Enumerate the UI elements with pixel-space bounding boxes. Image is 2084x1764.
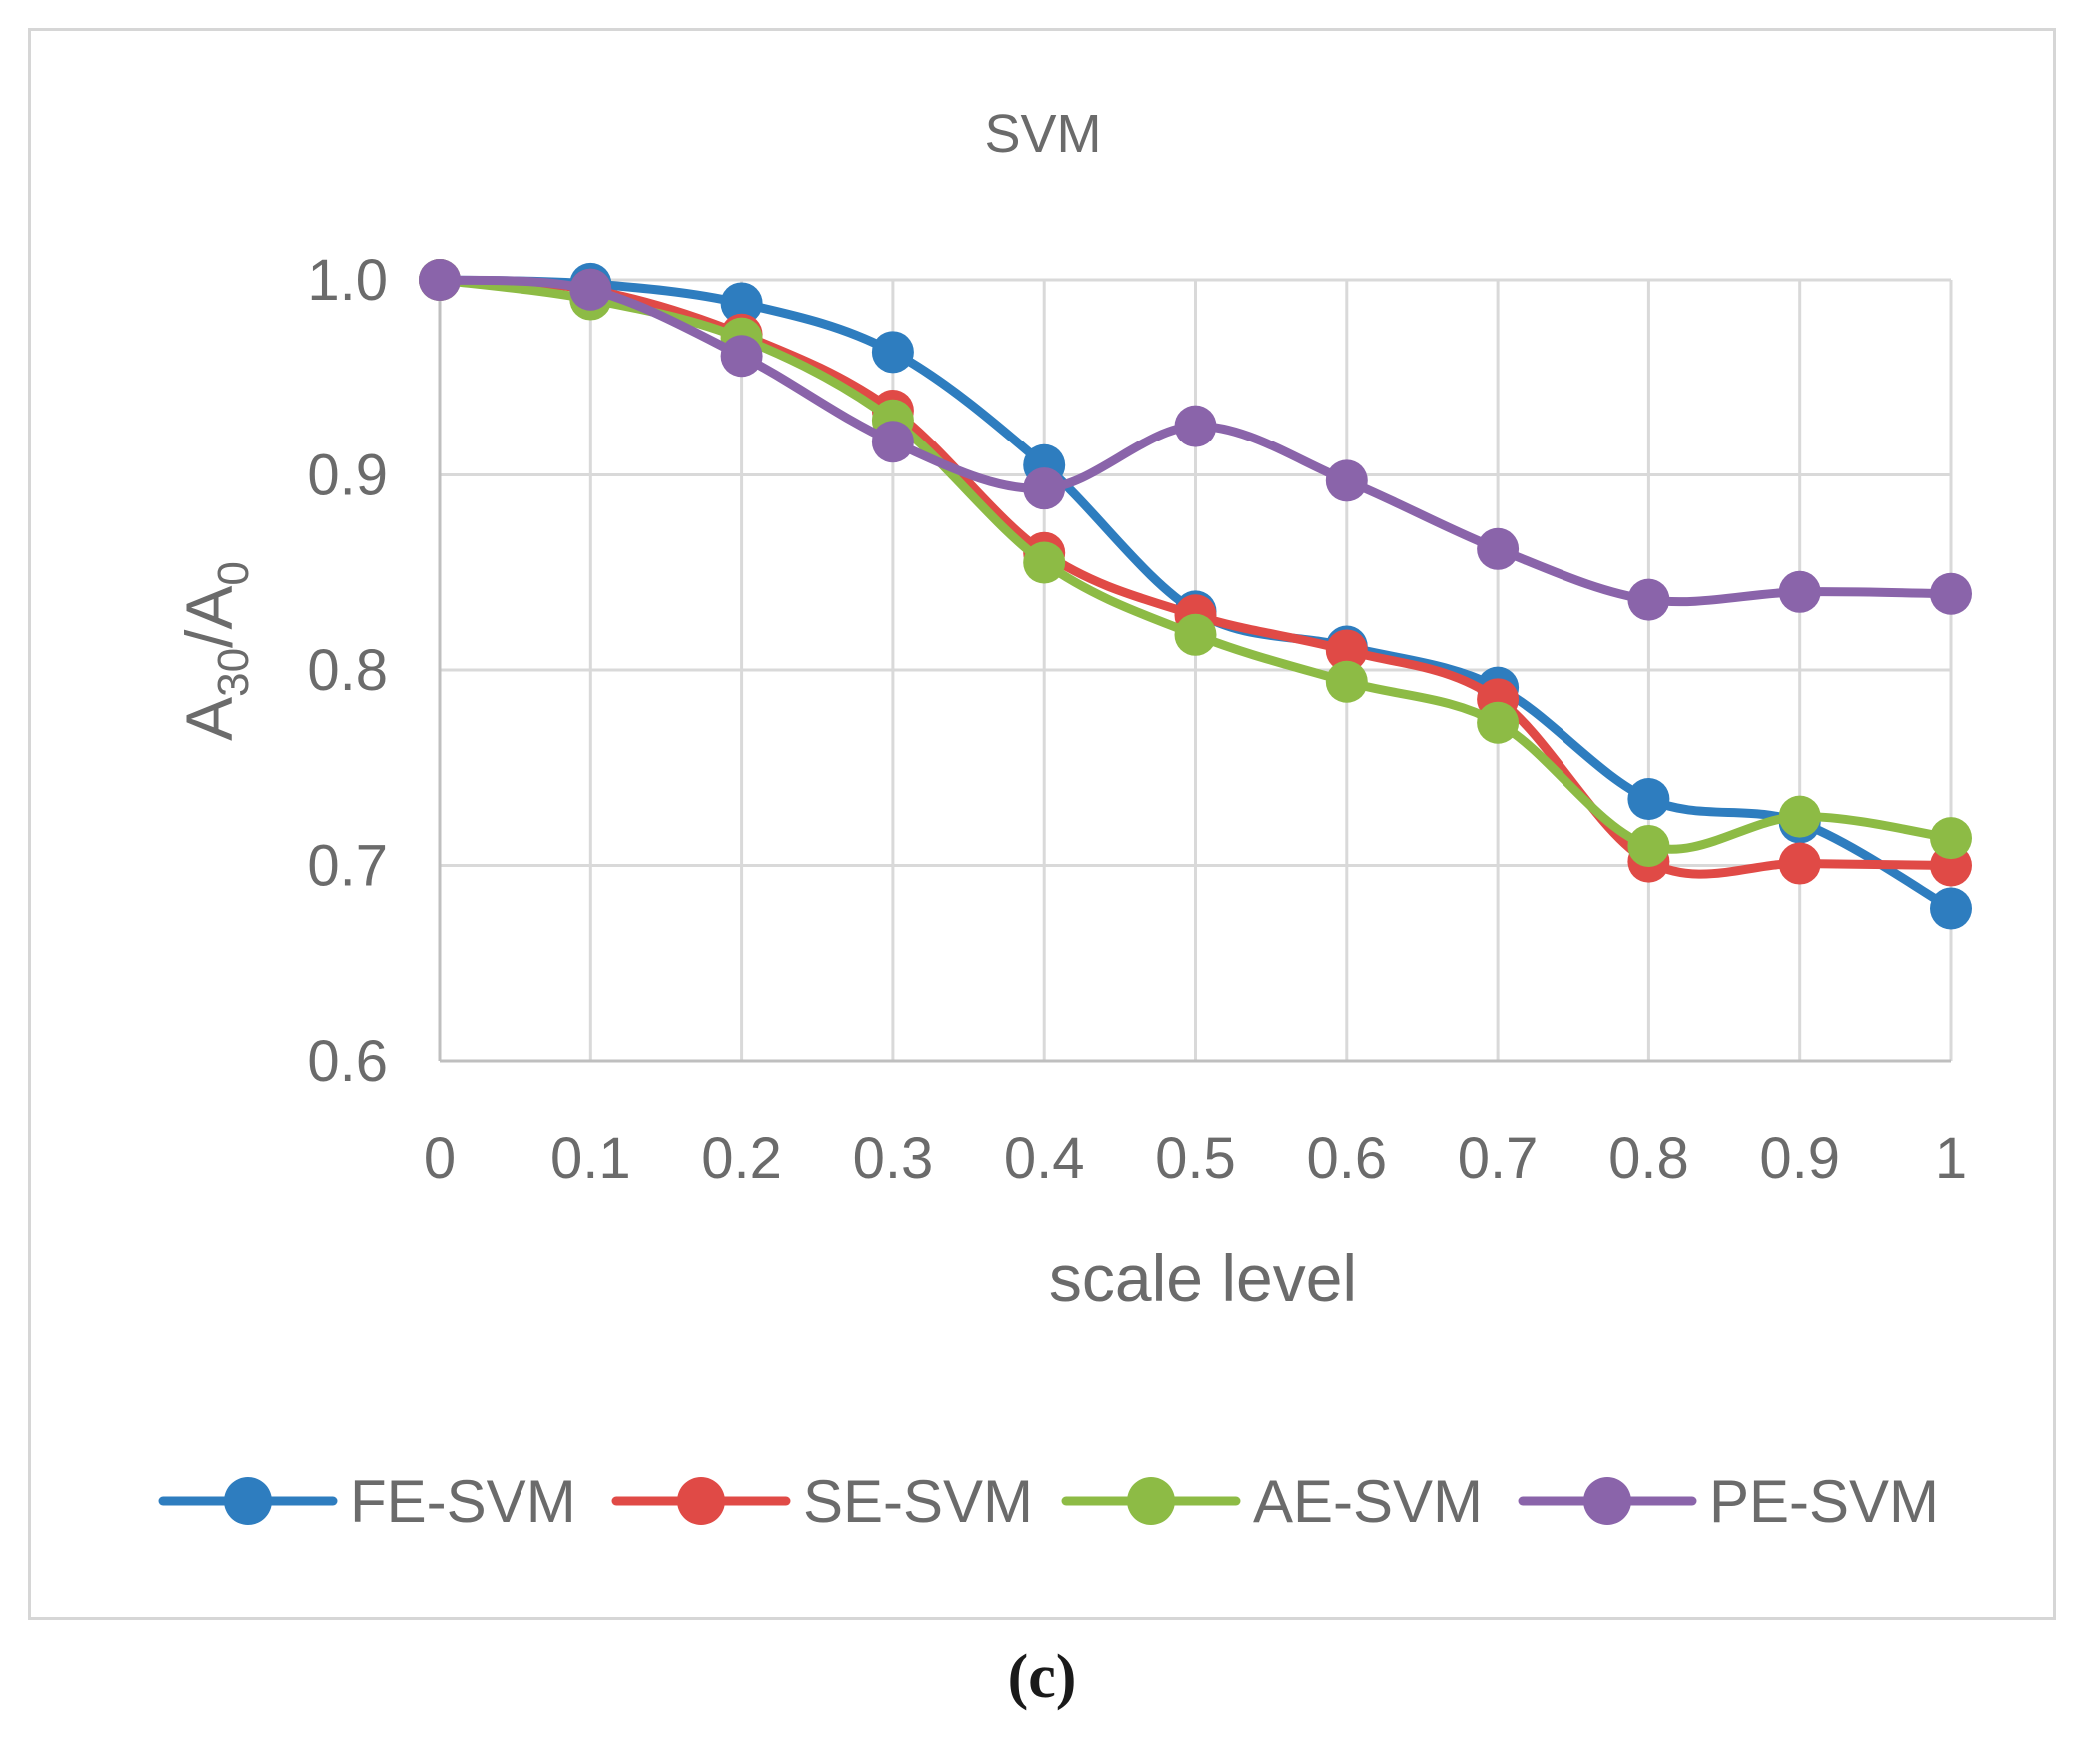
legend-label-se-svm: SE-SVM xyxy=(803,1468,1033,1535)
y-axis-label-base2: A xyxy=(172,586,246,630)
x-tick-label: 0.3 xyxy=(853,1126,934,1191)
data-point-ae-svm xyxy=(1174,613,1217,656)
legend-item-pe-svm: PE-SVM xyxy=(1518,1468,1939,1535)
grid xyxy=(440,278,1953,1061)
legend-marker-pe-svm xyxy=(1583,1477,1631,1525)
data-point-pe-svm xyxy=(1174,405,1217,447)
data-point-pe-svm xyxy=(1930,572,1972,615)
legend-marker-ae-svm xyxy=(1127,1477,1175,1525)
y-tick-label: 0.7 xyxy=(307,834,388,899)
data-point-ae-svm xyxy=(1778,795,1821,838)
y-tick-label: 0.9 xyxy=(307,443,388,508)
x-tick-label: 0.6 xyxy=(1306,1126,1387,1191)
data-point-se-svm xyxy=(1325,629,1368,672)
axes xyxy=(438,280,1951,1063)
data-point-se-svm xyxy=(1778,842,1821,885)
data-point-pe-svm xyxy=(1325,459,1368,502)
data-point-ae-svm xyxy=(1325,660,1368,703)
legend-item-fe-svm: FE-SVM xyxy=(158,1468,576,1535)
x-tick-label: 0.2 xyxy=(701,1126,782,1191)
data-point-pe-svm xyxy=(1023,467,1066,510)
legend-label-fe-svm: FE-SVM xyxy=(350,1468,576,1535)
x-tick-label: 0.4 xyxy=(1004,1126,1085,1191)
data-point-pe-svm xyxy=(1477,527,1520,570)
data-point-pe-svm xyxy=(720,335,763,378)
panel-label: (c) xyxy=(1007,1643,1077,1711)
x-tick-label: 0 xyxy=(424,1126,456,1191)
x-tick-label: 0.8 xyxy=(1608,1126,1689,1191)
y-axis-label: A30/A0 xyxy=(172,561,258,741)
x-tick-label: 0.1 xyxy=(550,1126,631,1191)
data-point-pe-svm xyxy=(569,268,612,311)
y-axis-label-sub-0: 0 xyxy=(209,561,258,585)
data-point-fe-svm xyxy=(720,282,763,325)
y-tick-label: 0.6 xyxy=(307,1029,388,1094)
data-point-pe-svm xyxy=(419,259,461,301)
legend-item-ae-svm: AE-SVM xyxy=(1061,1468,1483,1535)
y-axis-label-slash: / xyxy=(172,629,246,648)
legend-label-ae-svm: AE-SVM xyxy=(1253,1468,1483,1535)
data-point-pe-svm xyxy=(1778,570,1821,613)
tick-labels: 0.6 0.7 0.8 0.9 1.0 0 0.1 0.2 0.3 0.4 0.5 0.6 0.7 0.8… xyxy=(307,248,1967,1191)
data-point-pe-svm xyxy=(1627,578,1670,621)
y-axis-label-sub-30: 30 xyxy=(209,648,258,697)
data-point-fe-svm xyxy=(1930,887,1972,930)
x-tick-label: 0.9 xyxy=(1759,1126,1840,1191)
y-axis-label-base: A xyxy=(172,697,246,741)
x-tick-label: 0.5 xyxy=(1155,1126,1236,1191)
x-tick-label: 0.7 xyxy=(1458,1126,1539,1191)
legend-marker-fe-svm xyxy=(224,1477,272,1525)
data-point-pe-svm xyxy=(871,421,914,463)
data-point-fe-svm xyxy=(871,331,914,374)
series-pe-svm xyxy=(419,259,1972,621)
x-axis-label: scale level xyxy=(1049,1241,1357,1315)
y-tick-label: 1.0 xyxy=(307,248,388,313)
data-point-fe-svm xyxy=(1627,778,1670,821)
data-point-ae-svm xyxy=(1023,541,1066,584)
legend-item-se-svm: SE-SVM xyxy=(611,1468,1033,1535)
chart-frame xyxy=(28,28,2056,1620)
legend-marker-se-svm xyxy=(677,1477,725,1525)
legend-label-pe-svm: PE-SVM xyxy=(1709,1468,1939,1535)
data-point-ae-svm xyxy=(1930,817,1972,860)
y-tick-label: 0.8 xyxy=(307,638,388,703)
legend: FE-SVM SE-SVM AE-SVM PE-SVM xyxy=(158,1468,1939,1535)
data-point-ae-svm xyxy=(1627,824,1670,867)
x-tick-label: 1 xyxy=(1935,1126,1967,1191)
series-lines xyxy=(419,259,1972,930)
chart-title: SVM xyxy=(984,104,1101,164)
data-point-ae-svm xyxy=(1477,701,1520,744)
